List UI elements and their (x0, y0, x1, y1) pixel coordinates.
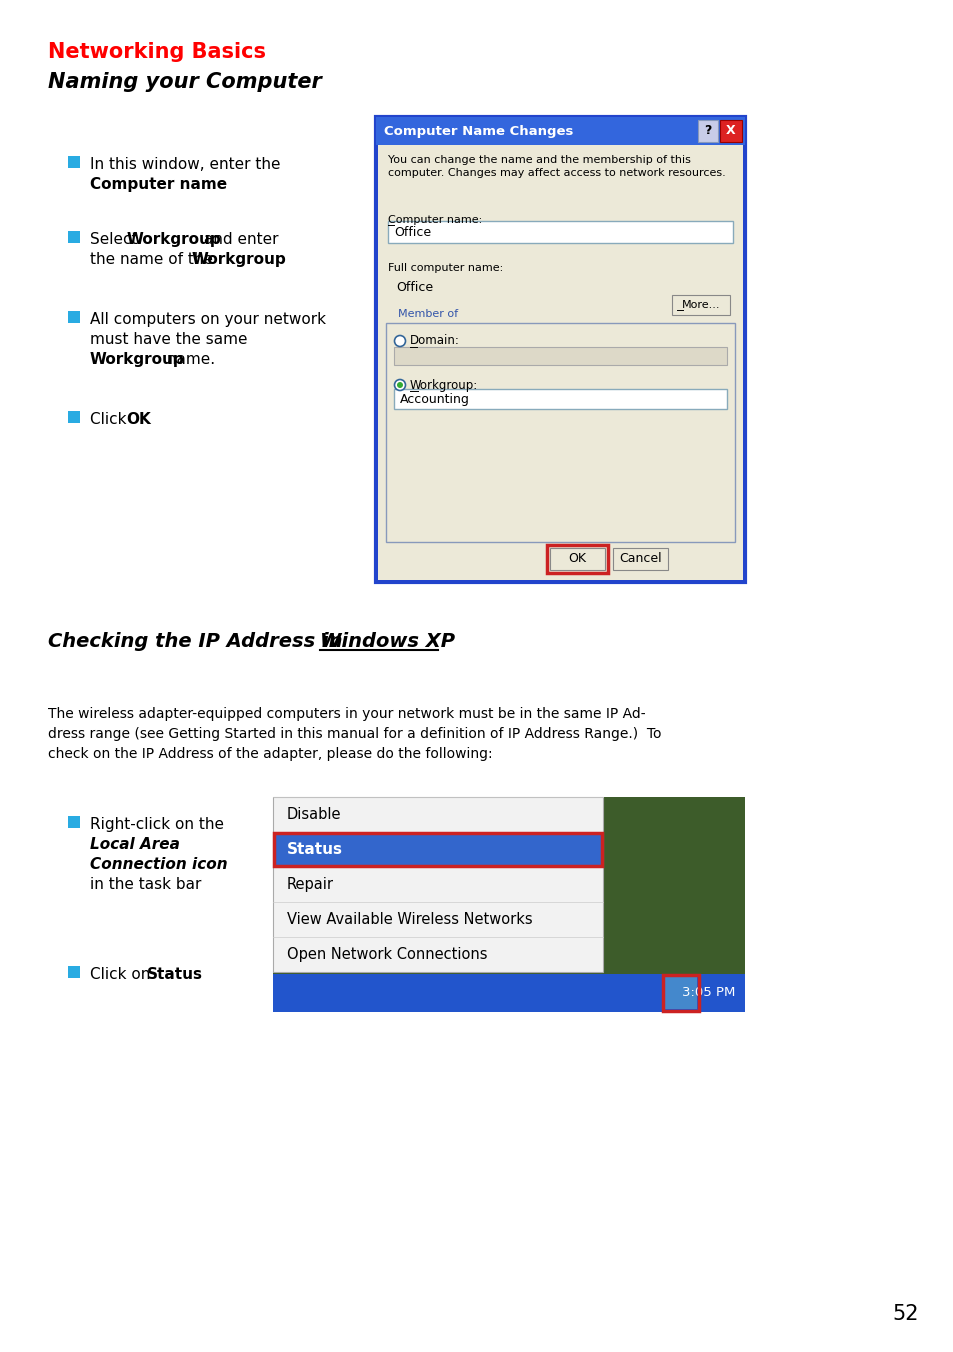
Text: Checking the IP Address in: Checking the IP Address in (48, 631, 349, 652)
Text: Status: Status (287, 842, 343, 857)
Text: Office: Office (394, 226, 431, 238)
Text: Accounting: Accounting (399, 392, 470, 406)
Text: Domain:: Domain: (410, 334, 459, 347)
Text: X: X (725, 124, 735, 138)
Bar (68, 817, 80, 827)
Bar (394, 389, 726, 410)
Bar (68, 311, 80, 323)
Text: and enter: and enter (199, 233, 278, 247)
Bar (662, 975, 699, 1011)
Text: Disable: Disable (287, 807, 341, 822)
Text: Status: Status (147, 967, 203, 982)
Text: Cancel: Cancel (618, 553, 661, 565)
Text: Workgroup: Workgroup (90, 352, 185, 366)
Text: ?: ? (703, 124, 711, 138)
Text: Click on: Click on (90, 967, 155, 982)
Text: In this window, enter the: In this window, enter the (90, 157, 280, 172)
Bar (274, 833, 601, 867)
Bar (546, 545, 607, 573)
Text: Office: Office (395, 281, 433, 293)
Text: All computers on your network: All computers on your network (90, 312, 326, 327)
Text: Repair: Repair (287, 877, 334, 892)
Text: Computer Name Changes: Computer Name Changes (384, 124, 573, 138)
Bar (68, 411, 80, 423)
Text: Workgroup: Workgroup (127, 233, 221, 247)
Text: Member of: Member of (397, 310, 457, 319)
Text: OK: OK (126, 412, 151, 427)
Text: The wireless adapter-equipped computers in your network must be in the same IP A: The wireless adapter-equipped computers … (48, 707, 660, 761)
Bar (550, 548, 604, 571)
Text: the name of the: the name of the (90, 251, 217, 266)
Text: Naming your Computer: Naming your Computer (48, 72, 321, 92)
Text: Computer name: Computer name (90, 177, 227, 192)
Bar (273, 796, 602, 972)
Text: Click: Click (90, 412, 132, 427)
Bar (388, 220, 732, 243)
Text: Windows XP: Windows XP (319, 631, 455, 652)
Text: You can change the name and the membership of this
computer. Changes may affect : You can change the name and the membersh… (388, 155, 725, 178)
Text: name.: name. (162, 352, 214, 366)
Circle shape (395, 380, 405, 391)
Text: in the task bar: in the task bar (90, 877, 201, 892)
Bar (273, 973, 744, 1013)
Text: 3:05 PM: 3:05 PM (680, 987, 734, 999)
Text: Local Area: Local Area (90, 837, 180, 852)
Bar (394, 347, 726, 365)
Text: Full computer name:: Full computer name: (388, 264, 503, 273)
Bar (375, 118, 744, 145)
Bar (698, 120, 718, 142)
Bar (664, 977, 697, 1009)
Bar (68, 155, 80, 168)
Bar (273, 831, 602, 867)
Bar (68, 965, 80, 977)
Text: Workgroup:: Workgroup: (410, 379, 477, 392)
Text: View Available Wireless Networks: View Available Wireless Networks (287, 913, 532, 927)
Circle shape (396, 383, 402, 388)
Bar (720, 120, 741, 142)
Bar (375, 118, 744, 581)
Text: Computer name:: Computer name: (388, 215, 482, 224)
Bar (386, 323, 734, 542)
Text: Networking Basics: Networking Basics (48, 42, 266, 62)
Text: Select: Select (90, 233, 142, 247)
Text: Workgroup: Workgroup (192, 251, 287, 266)
Bar (671, 295, 729, 315)
Text: Connection icon: Connection icon (90, 857, 228, 872)
Text: must have the same: must have the same (90, 333, 247, 347)
Circle shape (395, 335, 405, 346)
Text: Right-click on the: Right-click on the (90, 817, 224, 831)
Text: 52: 52 (892, 1303, 919, 1324)
Bar (68, 231, 80, 243)
Bar (613, 548, 667, 571)
Text: OK: OK (568, 553, 586, 565)
Bar (377, 145, 742, 580)
Text: Open Network Connections: Open Network Connections (287, 946, 487, 963)
Bar (273, 796, 744, 1013)
Text: More...: More... (681, 300, 720, 310)
